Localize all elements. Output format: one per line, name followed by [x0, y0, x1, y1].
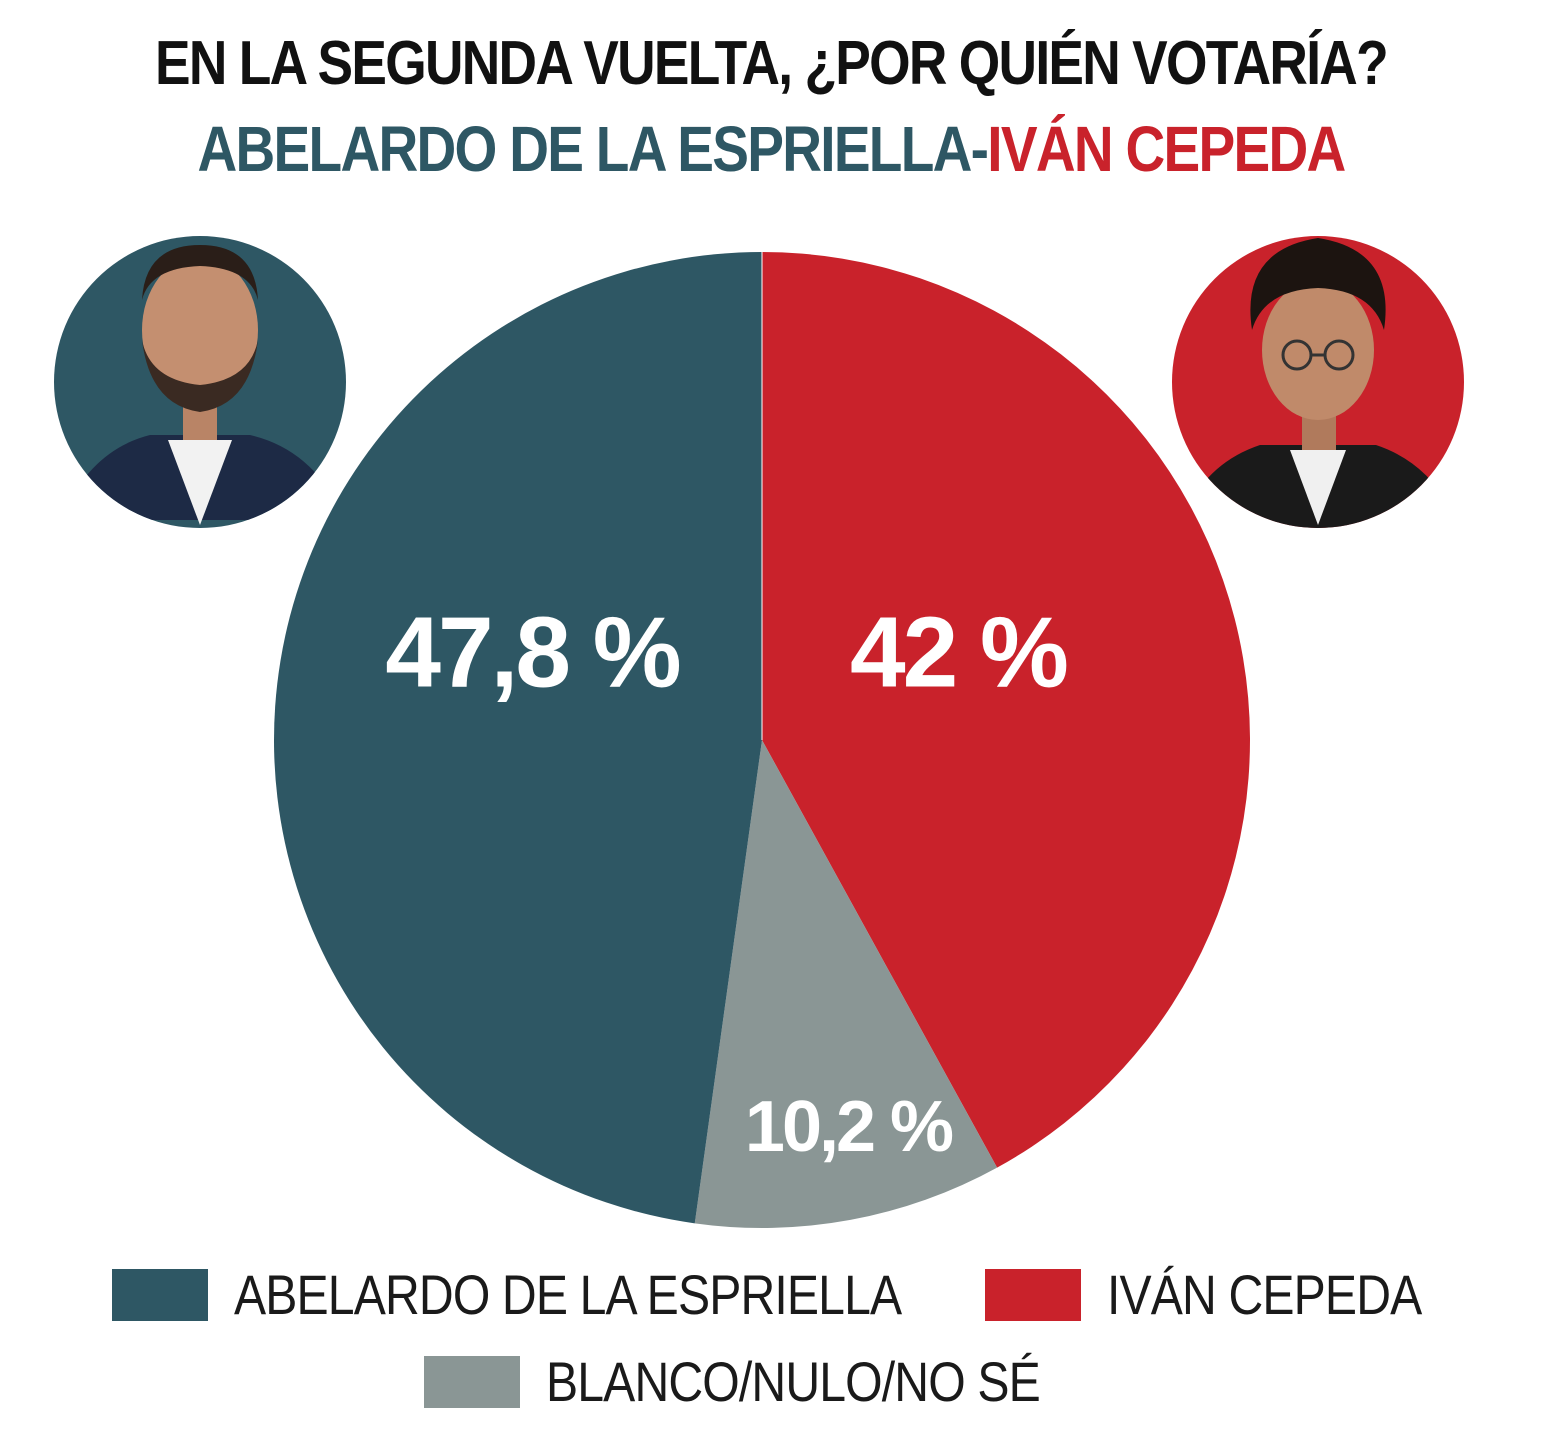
subtitle-separator: -: [970, 113, 989, 185]
pie-slice-label-1: 42 %: [850, 596, 1067, 708]
pie-slice-label-3: 47,8 %: [385, 596, 679, 708]
legend-swatch-cepeda: [985, 1268, 1081, 1321]
subtitle-candidate-b: IVÁN CEPEDA: [987, 113, 1346, 185]
subtitle-candidate-a: ABELARDO DE LA ESPRIELLA: [197, 113, 973, 185]
pie-labels: 42 % 10,2 % 47,8 %: [385, 596, 1070, 1167]
legend-swatch-blanco: [424, 1355, 520, 1408]
legend-item-blanco: BLANCO/NULO/NO SÉ: [424, 1349, 1120, 1414]
chart-subtitle: ABELARDO DE LA ESPRIELLA-IVÁN CEPEDA: [108, 112, 1434, 186]
legend-item-cepeda: IVÁN CEPEDA: [985, 1262, 1473, 1327]
portrait-right-image: [1172, 236, 1464, 528]
pie-slice-label-2: 10,2 %: [745, 1087, 953, 1167]
legend-label-blanco: BLANCO/NULO/NO SÉ: [546, 1350, 1041, 1413]
chart-title: EN LA SEGUNDA VUELTA, ¿POR QUIÉN VOTARÍA…: [155, 29, 1389, 98]
legend-label-cepeda: IVÁN CEPEDA: [1107, 1263, 1422, 1326]
pie-slice-1: [762, 252, 1250, 1168]
legend-label-abelardo: ABELARDO DE LA ESPRIELLA: [234, 1263, 902, 1326]
pie-slice-2: [694, 740, 998, 1228]
legend-swatch-abelardo: [112, 1268, 208, 1321]
legend-item-abelardo: ABELARDO DE LA ESPRIELLA: [112, 1262, 1010, 1327]
pie-slice-3: [274, 252, 762, 1224]
pie-slices: [274, 252, 1250, 1228]
portrait-left-image: [54, 236, 346, 528]
